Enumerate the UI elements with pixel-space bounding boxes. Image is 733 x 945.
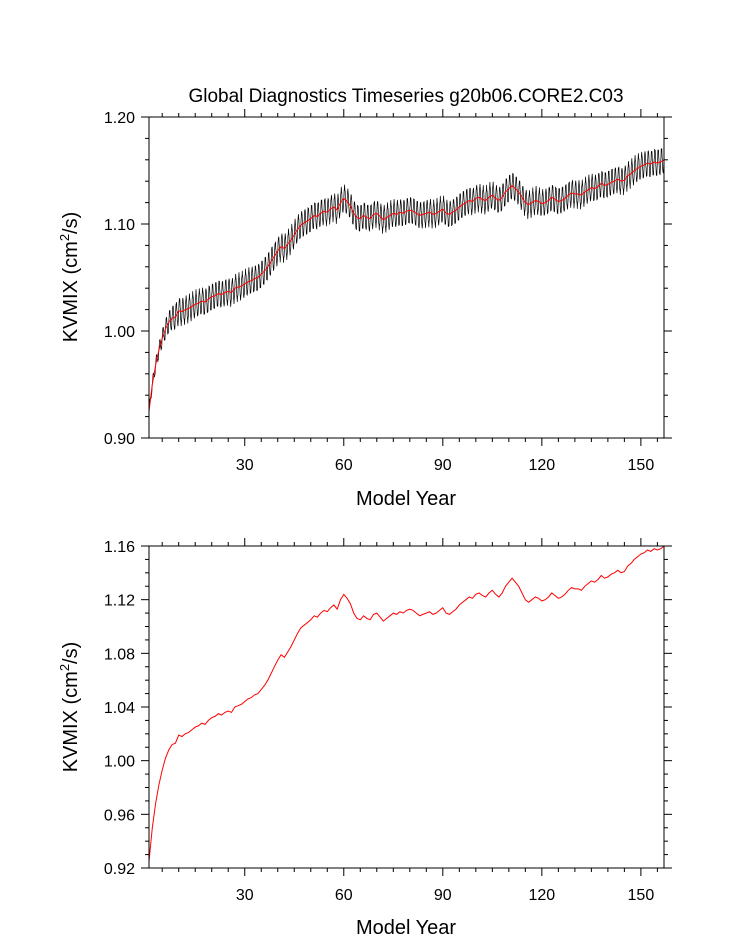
- bottom-y-tick-label: 1.04: [104, 700, 135, 717]
- bottom-y-tick-label: 0.92: [104, 861, 135, 878]
- bottom-y-tick-labels: 0.92 0.96 1.00 1.04 1.08 1.12 1.16: [104, 539, 135, 878]
- bottom-x-tick-labels: 30 60 90 120 150: [236, 887, 654, 904]
- bottom-axis-ticks: [141, 538, 672, 876]
- top-y-axis-label: KVMIX (cm2/s): [57, 212, 82, 343]
- chart-title: Global Diagnostics Timeseries g20b06.COR…: [188, 86, 623, 107]
- top-x-tick-label: 120: [529, 457, 556, 474]
- bottom-chart-panel: 0.92 0.96 1.00 1.04 1.08 1.12 1.16 30 60 90 120 15…: [57, 538, 672, 939]
- top-y-axis-label-superscript: 2: [57, 234, 72, 241]
- bottom-y-tick-label: 0.96: [104, 807, 135, 824]
- bottom-y-axis-label-superscript: 2: [57, 664, 72, 671]
- top-x-axis-label: Model Year: [356, 488, 456, 510]
- bottom-x-tick-label: 150: [628, 887, 655, 904]
- bottom-x-tick-label: 120: [529, 887, 556, 904]
- top-x-tick-label: 90: [434, 457, 452, 474]
- bottom-plot-frame: [148, 545, 665, 869]
- top-x-tick-label: 60: [335, 457, 353, 474]
- bottom-series-layer: [149, 546, 664, 862]
- top-monthly-series-line: [149, 148, 664, 412]
- top-y-axis-label-tail: /s): [60, 212, 82, 234]
- top-y-tick-label: 1.10: [104, 217, 135, 234]
- top-plot-frame: [148, 116, 665, 439]
- top-series-layer: [149, 148, 664, 412]
- bottom-y-tick-label: 1.08: [104, 646, 135, 663]
- top-y-tick-labels: 0.90 1.00 1.10 1.20: [104, 110, 135, 448]
- bottom-y-tick-label: 1.00: [104, 754, 135, 771]
- top-y-tick-label: 0.90: [104, 431, 135, 448]
- top-x-tick-labels: 30 60 90 120 150: [236, 457, 654, 474]
- top-y-tick-label: 1.00: [104, 324, 135, 341]
- top-axis-ticks: [141, 109, 672, 446]
- top-y-axis-label-main: KVMIX (cm: [60, 241, 82, 342]
- bottom-annual-mean-series-line: [149, 546, 664, 862]
- top-chart-panel: Global Diagnostics Timeseries g20b06.COR…: [57, 86, 672, 510]
- bottom-x-tick-label: 90: [434, 887, 452, 904]
- bottom-x-axis-label: Model Year: [356, 917, 456, 939]
- bottom-y-tick-label: 1.12: [104, 593, 135, 610]
- top-annual-mean-series-line: [149, 159, 664, 412]
- top-x-tick-label: 150: [628, 457, 655, 474]
- bottom-y-tick-label: 1.16: [104, 539, 135, 556]
- top-x-tick-label: 30: [236, 457, 254, 474]
- top-y-tick-label: 1.20: [104, 110, 135, 127]
- bottom-y-axis-label-main: KVMIX (cm: [60, 671, 82, 772]
- bottom-y-axis-label: KVMIX (cm2/s): [57, 642, 82, 773]
- bottom-x-tick-label: 30: [236, 887, 254, 904]
- bottom-x-tick-label: 60: [335, 887, 353, 904]
- bottom-y-axis-label-tail: /s): [60, 642, 82, 664]
